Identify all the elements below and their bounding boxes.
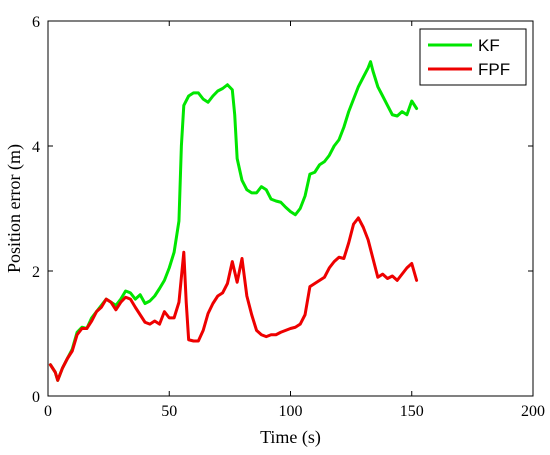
y-tick-label: 0 (32, 389, 40, 406)
legend-box (419, 28, 527, 86)
x-tick-label: 0 (44, 403, 52, 420)
x-tick-label: 50 (161, 403, 177, 420)
x-tick-label: 150 (400, 403, 424, 420)
y-tick-label: 6 (32, 14, 40, 31)
x-tick-label: 100 (279, 403, 303, 420)
y-tick-label: 4 (32, 139, 40, 156)
x-axis-title: Time (s) (260, 427, 321, 448)
series-line-fpf (48, 216, 419, 382)
y-tick-label: 2 (32, 264, 40, 281)
x-tick-label: 200 (521, 403, 545, 420)
y-axis-title: Position error (m) (4, 144, 25, 273)
legend-label-fpf: FPF (478, 60, 510, 79)
legend-label-kf: KF (478, 36, 500, 55)
legend: KF FPF (419, 28, 527, 86)
axes: 0 50 100 150 200 0 2 4 6 Time (s) Position error (… (4, 14, 545, 448)
plot-area (48, 60, 419, 382)
